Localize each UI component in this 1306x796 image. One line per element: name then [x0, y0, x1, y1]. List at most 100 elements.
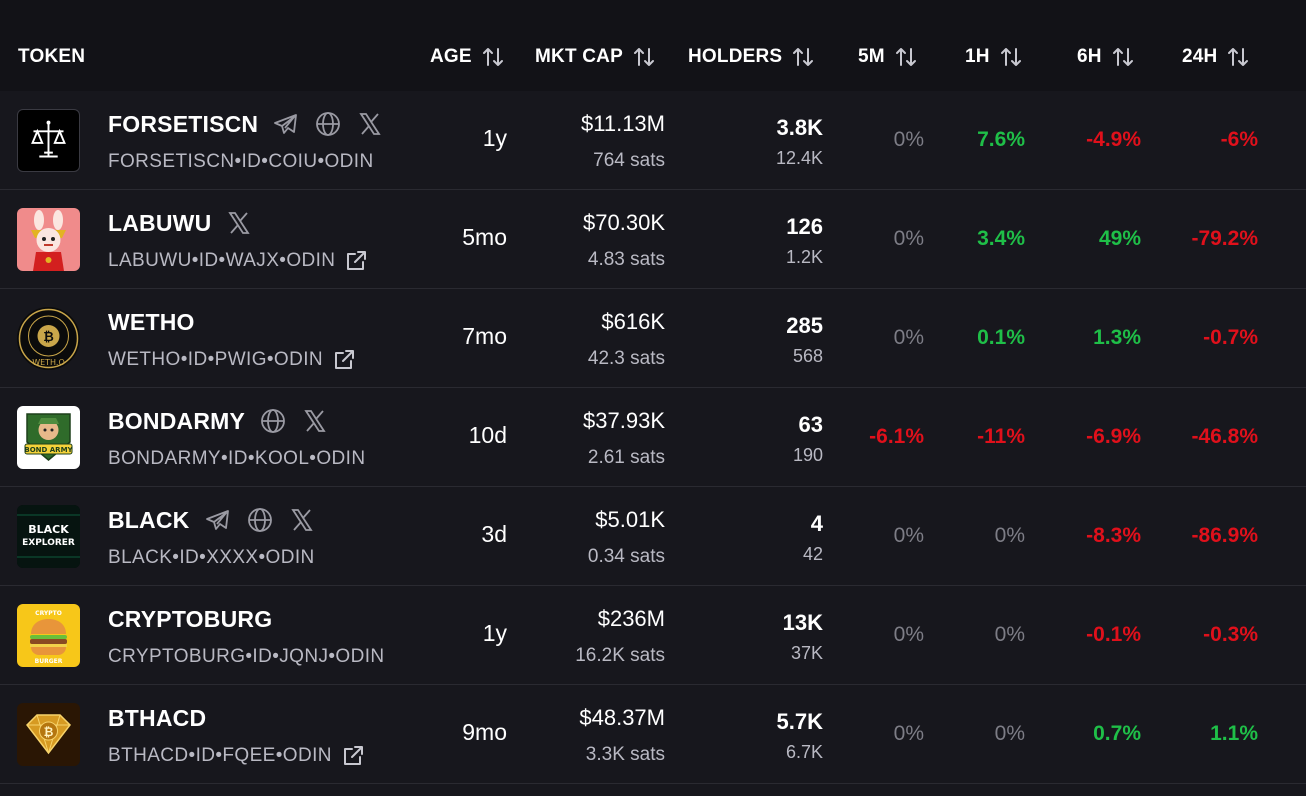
holders-secondary: 6.7K — [785, 742, 823, 762]
token-avatar[interactable] — [17, 208, 80, 271]
change-1h: 0% — [994, 623, 1025, 646]
column-header-age[interactable]: AGE — [430, 44, 506, 70]
token-name[interactable]: BLACK — [108, 506, 190, 533]
change-24h: -86.9% — [1191, 524, 1258, 547]
token-id-text: BONDARMY•ID•KOOL•ODIN — [108, 448, 366, 469]
table-header: TOKEN AGE MKT CAP HOLDERS 5M 1H 6H 24H — [0, 0, 1306, 91]
market-cap: $37.93K — [583, 408, 665, 433]
table-row[interactable]: BOND ARMY BONDARMY BONDARMY•ID•KOOL•ODIN… — [0, 388, 1306, 487]
change-1h: 0.1% — [977, 326, 1025, 349]
change-5m: -6.1% — [869, 425, 924, 448]
gold-bitcoin-diamond-icon: ₿ — [26, 714, 71, 755]
sort-icon[interactable] — [998, 44, 1024, 70]
token-avatar[interactable]: CRYPTO BURGER — [17, 604, 80, 667]
change-6h: 49% — [1098, 227, 1141, 250]
globe-icon[interactable] — [246, 506, 274, 534]
avatar-label: CRYPTO — [35, 610, 62, 617]
token-name-line: BTHACD — [108, 703, 206, 733]
sort-icon[interactable] — [480, 44, 506, 70]
table-row[interactable]: CRYPTO BURGER CRYPTOBURG CRYPTOBURG•ID•J… — [0, 586, 1306, 685]
column-header-5m-label: 5M — [858, 46, 885, 67]
token-name-line: BONDARMY — [108, 406, 329, 436]
market-cap: $48.37M — [579, 705, 665, 730]
change-1h: -11% — [977, 425, 1025, 448]
change-24h: -79.2% — [1191, 227, 1258, 250]
x-icon[interactable] — [301, 407, 329, 435]
external-link-icon[interactable] — [343, 248, 369, 274]
burger-icon: CRYPTO BURGER — [30, 610, 67, 665]
change-1h: 0% — [994, 722, 1025, 745]
x-icon[interactable] — [356, 110, 384, 138]
column-header-holders-label: HOLDERS — [688, 46, 783, 67]
table-row[interactable]: BLACK EXPLORER BLACK BLACK•ID•XXXX•ODIN … — [0, 487, 1306, 586]
token-price: 3.3K sats — [585, 744, 665, 765]
token-id: BONDARMY•ID•KOOL•ODIN — [108, 446, 365, 472]
token-name-line: LABUWU — [108, 208, 253, 238]
column-header-24h[interactable]: 24H — [1182, 44, 1251, 70]
change-5m: 0% — [893, 128, 924, 151]
bond-army-badge-icon: BOND ARMY — [24, 413, 74, 461]
column-header-token[interactable]: TOKEN — [18, 44, 85, 70]
token-avatar[interactable]: BOND ARMY — [17, 406, 80, 469]
sort-icon[interactable] — [1225, 44, 1251, 70]
column-header-1h[interactable]: 1H — [965, 44, 1024, 70]
sort-icon[interactable] — [1110, 44, 1136, 70]
external-link-icon[interactable] — [331, 347, 357, 373]
change-6h: -4.9% — [1086, 128, 1141, 151]
telegram-icon[interactable] — [204, 506, 232, 534]
change-24h: -0.7% — [1203, 326, 1258, 349]
holders-count: 5.7K — [776, 709, 823, 734]
holders-count: 3.8K — [776, 115, 823, 140]
column-header-token-label: TOKEN — [18, 46, 86, 67]
sort-icon[interactable] — [893, 44, 919, 70]
avatar-label: BURGER — [35, 658, 63, 665]
token-name[interactable]: WETHO — [108, 308, 195, 335]
table-row[interactable]: FORSETISCN FORSETISCN•ID•COIU•ODIN 1y $1… — [0, 91, 1306, 190]
token-id: BTHACD•ID•FQEE•ODIN — [108, 743, 366, 769]
token-avatar[interactable]: ₿ WETH.O — [17, 307, 80, 370]
black-explorer-icon: BLACK EXPLORER — [17, 505, 80, 568]
token-age: 7mo — [462, 323, 507, 349]
globe-icon[interactable] — [314, 110, 342, 138]
token-name[interactable]: LABUWU — [108, 209, 212, 236]
x-icon[interactable] — [225, 209, 253, 237]
change-5m: 0% — [893, 524, 924, 547]
holders-count: 285 — [786, 313, 823, 338]
token-name[interactable]: FORSETISCN — [108, 110, 259, 137]
holders-count: 4 — [810, 511, 823, 536]
table-row[interactable]: ₿ WETH.O WETHO WETHO•ID•PWIG•ODIN 7mo $6… — [0, 289, 1306, 388]
token-id: LABUWU•ID•WAJX•ODIN — [108, 248, 369, 274]
token-avatar[interactable] — [17, 109, 80, 172]
avatar-label: BOND ARMY — [24, 446, 73, 454]
column-header-holders[interactable]: HOLDERS — [688, 44, 816, 70]
change-1h: 3.4% — [977, 227, 1025, 250]
x-icon[interactable] — [288, 506, 316, 534]
sort-icon[interactable] — [631, 44, 657, 70]
token-avatar[interactable]: BLACK EXPLORER — [17, 505, 80, 568]
token-name[interactable]: CRYPTOBURG — [108, 605, 273, 632]
external-link-icon[interactable] — [340, 743, 366, 769]
telegram-icon[interactable] — [272, 110, 300, 138]
column-header-mkt-cap[interactable]: MKT CAP — [535, 44, 657, 70]
column-header-5m[interactable]: 5M — [858, 44, 919, 70]
table-row[interactable]: LABUWU LABUWU•ID•WAJX•ODIN 5mo $70.30K 4… — [0, 190, 1306, 289]
column-header-1h-label: 1H — [965, 46, 990, 67]
holders-secondary: 190 — [792, 445, 823, 465]
table-row[interactable]: ₿ BTHACD BTHACD•ID•FQEE•ODIN 9mo $48.37M… — [0, 685, 1306, 784]
token-name-line: CRYPTOBURG — [108, 604, 272, 634]
holders-count: 13K — [782, 610, 823, 635]
holders-secondary: 37K — [790, 643, 823, 663]
token-price: 0.34 sats — [587, 546, 665, 567]
token-age: 1y — [482, 125, 507, 151]
token-id: WETHO•ID•PWIG•ODIN — [108, 347, 357, 373]
svg-text:₿: ₿ — [43, 330, 54, 345]
token-name[interactable]: BTHACD — [108, 704, 207, 731]
change-6h: -8.3% — [1086, 524, 1141, 547]
token-avatar[interactable]: ₿ — [17, 703, 80, 766]
token-name[interactable]: BONDARMY — [108, 407, 246, 434]
globe-icon[interactable] — [259, 407, 287, 435]
token-id: FORSETISCN•ID•COIU•ODIN — [108, 149, 374, 175]
sort-icon[interactable] — [790, 44, 816, 70]
column-header-6h[interactable]: 6H — [1077, 44, 1136, 70]
